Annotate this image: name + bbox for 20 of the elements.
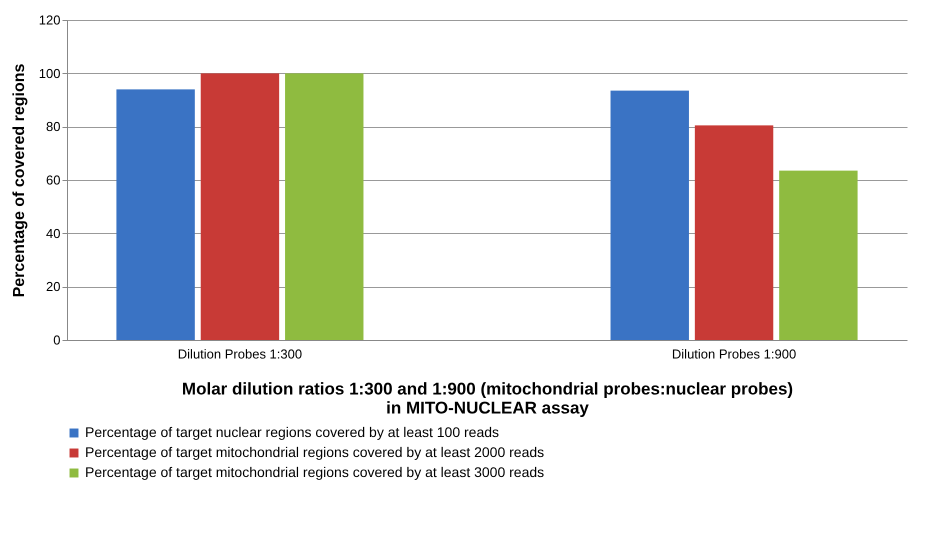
y-tick-label: 120 <box>38 12 60 28</box>
bar <box>779 170 858 340</box>
legend-label: Percentage of target nuclear regions covered by at least 100 reads <box>85 424 500 440</box>
y-tick-label: 80 <box>46 119 60 134</box>
bar <box>200 73 280 340</box>
y-tick-label: 60 <box>46 172 60 188</box>
bar <box>285 73 364 340</box>
bar <box>610 90 689 340</box>
x-tick-label: Dilution Probes 1:300 <box>178 346 302 362</box>
legend-label: Percentage of target mitochondrial regions covered by at least 3000 reads <box>85 464 544 480</box>
legend-label: Percentage of target mitochondrial regions covered by at least 2000 reads <box>85 444 544 460</box>
bar <box>116 89 195 340</box>
y-tick-label: 100 <box>38 66 60 81</box>
x-tick-label: Dilution Probes 1:900 <box>672 346 796 362</box>
y-tick-label: 0 <box>53 332 60 348</box>
y-axis-title: Percentage of covered regions <box>10 63 28 298</box>
y-tick-label: 40 <box>46 226 60 241</box>
x-axis-title: Molar dilution ratios 1:300 and 1:900 (mitochondrial probes:nuclear probes) in MITO-NUCLEAR assay <box>182 380 794 418</box>
y-tick-label: 20 <box>46 279 60 294</box>
bar <box>694 125 774 340</box>
